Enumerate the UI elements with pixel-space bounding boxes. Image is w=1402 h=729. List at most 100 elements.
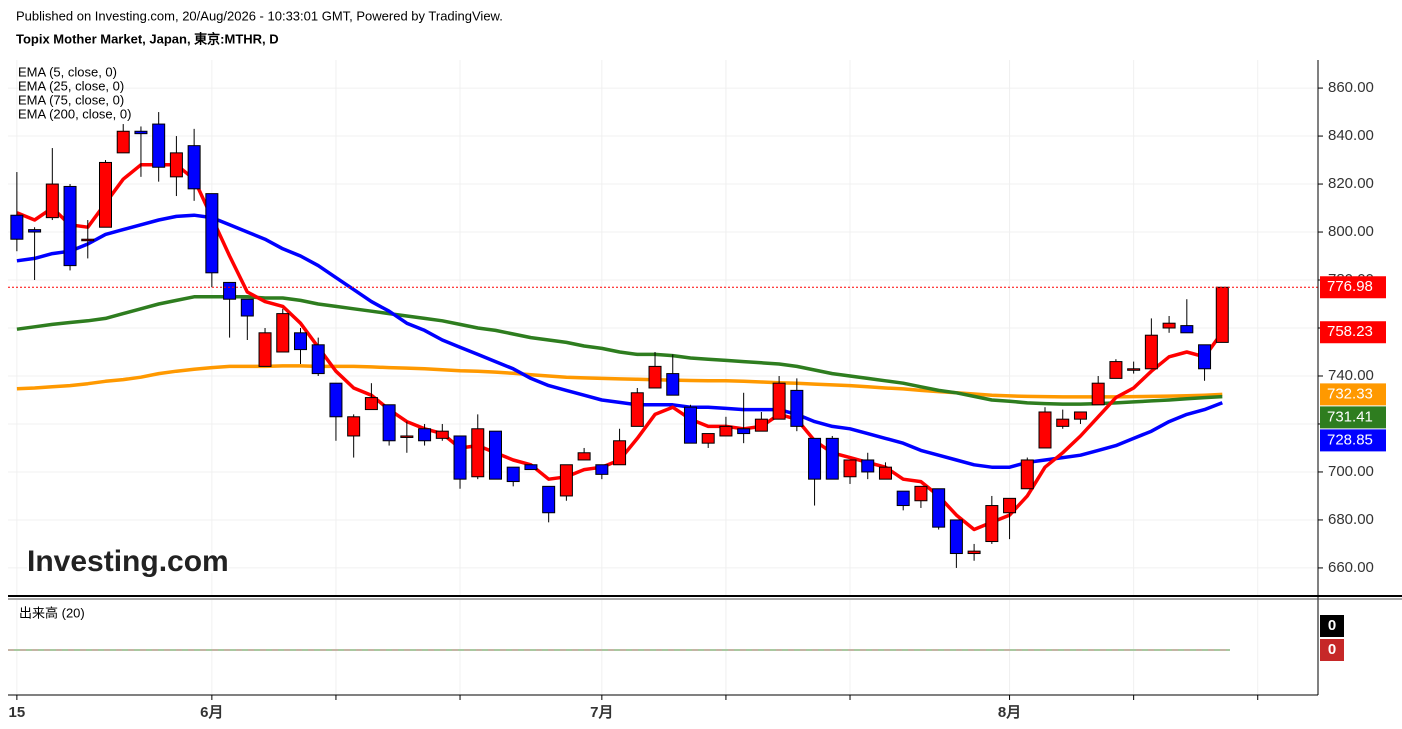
price-label-box xyxy=(1320,429,1386,452)
candle-body xyxy=(276,313,290,353)
candle-body xyxy=(152,123,166,168)
candle-body xyxy=(364,397,378,411)
legend-entry: EMA (5, close, 0) xyxy=(18,64,117,79)
candle-body xyxy=(240,298,254,317)
candle-body xyxy=(1162,322,1176,329)
y-tick-label: 680.00 xyxy=(1328,511,1374,528)
candle-body xyxy=(1091,382,1105,406)
candle-body xyxy=(1144,334,1158,370)
candle-body xyxy=(914,485,928,502)
candle-body xyxy=(1180,325,1194,334)
price-label-box xyxy=(1320,406,1386,429)
x-tick-label: 6月 xyxy=(200,704,223,721)
x-tick-label: 15 xyxy=(9,704,26,721)
instrument-title: Topix Mother Market, Japan, 東京:MTHR, D xyxy=(16,31,279,46)
candle-body xyxy=(1020,459,1034,490)
ema-line xyxy=(16,364,1223,399)
legend-entry: EMA (200, close, 0) xyxy=(18,106,131,121)
candle-body xyxy=(116,130,130,154)
x-tick-label: 8月 xyxy=(998,704,1021,721)
y-tick-label: 660.00 xyxy=(1328,559,1374,576)
y-tick-label: 820.00 xyxy=(1328,175,1374,192)
candle-body xyxy=(506,466,520,483)
candle-body xyxy=(1198,344,1212,370)
candle-body xyxy=(382,404,396,442)
price-label-box xyxy=(1320,276,1386,299)
candle-body xyxy=(843,459,857,478)
volume-last-label: 0 xyxy=(1328,617,1336,634)
candle-body xyxy=(187,145,201,190)
candle-body xyxy=(81,238,95,242)
candle-body xyxy=(435,430,449,439)
price-label-box xyxy=(1320,383,1386,406)
volume-label-box xyxy=(1320,639,1344,661)
volume-title: 出来高 (20) xyxy=(19,605,85,620)
candle-body xyxy=(311,344,325,375)
candle-body xyxy=(666,373,680,396)
candle-body xyxy=(98,161,112,228)
price-label: 732.33 xyxy=(1327,385,1373,402)
y-tick-label: 800.00 xyxy=(1328,223,1374,240)
publish-note: Published on Investing.com, 20/Aug/2026 … xyxy=(16,8,503,23)
candle-body xyxy=(418,428,432,442)
candle-body xyxy=(542,485,556,514)
candle-body xyxy=(1127,368,1141,371)
y-tick-label: 700.00 xyxy=(1328,463,1374,480)
grid xyxy=(8,60,1323,700)
candle-body xyxy=(1003,497,1017,514)
y-tick-label: 840.00 xyxy=(1328,127,1374,144)
candle-body xyxy=(559,464,573,497)
candle-body xyxy=(683,406,697,444)
candle-body xyxy=(1073,411,1087,420)
candle-body xyxy=(967,550,981,555)
candle-body xyxy=(878,466,892,480)
candle-body xyxy=(932,488,946,528)
logo: Investing.com Investing.com xyxy=(25,543,231,580)
candle-body xyxy=(754,418,768,432)
candle-body xyxy=(648,365,662,389)
candle-body xyxy=(205,193,219,274)
candle-body xyxy=(169,152,183,178)
candle-body xyxy=(329,382,343,418)
price-label: 728.85 xyxy=(1327,431,1373,448)
candle-body xyxy=(28,229,42,233)
candle-body xyxy=(488,430,502,480)
ema-line xyxy=(16,295,1223,406)
candle-body xyxy=(293,332,307,351)
candle-body xyxy=(10,214,24,240)
candle-body xyxy=(772,382,786,420)
candle-body xyxy=(45,183,59,219)
logo-text: Investing.com xyxy=(27,545,229,578)
candle-body xyxy=(223,281,237,300)
candle-body xyxy=(347,416,361,437)
candle-body xyxy=(1056,418,1070,427)
candle-body xyxy=(400,435,414,438)
price-label: 758.23 xyxy=(1327,323,1373,340)
candle-body xyxy=(595,464,609,475)
y-tick-label: 860.00 xyxy=(1328,79,1374,96)
candle-body xyxy=(701,433,715,444)
candle-body xyxy=(985,505,999,543)
candle-body xyxy=(471,428,485,478)
candle-body xyxy=(134,130,148,135)
candle-body xyxy=(808,437,822,480)
candle-body xyxy=(949,519,963,555)
legend-entry: EMA (25, close, 0) xyxy=(18,78,124,93)
candle-body xyxy=(577,452,591,461)
candle-body xyxy=(453,435,467,480)
legend-entry: EMA (75, close, 0) xyxy=(18,92,124,107)
candle-body xyxy=(1038,411,1052,449)
candle-body xyxy=(630,392,644,427)
candle-body xyxy=(613,440,627,466)
volume-average-label: 0 xyxy=(1328,641,1336,658)
candle-body xyxy=(737,428,751,435)
candle-body xyxy=(861,459,875,473)
candle-body xyxy=(524,464,538,471)
candle-body xyxy=(790,389,804,427)
candle-body xyxy=(258,332,272,367)
candle-body xyxy=(719,425,733,437)
price-label-box xyxy=(1320,321,1386,344)
candle-body xyxy=(1109,361,1123,379)
